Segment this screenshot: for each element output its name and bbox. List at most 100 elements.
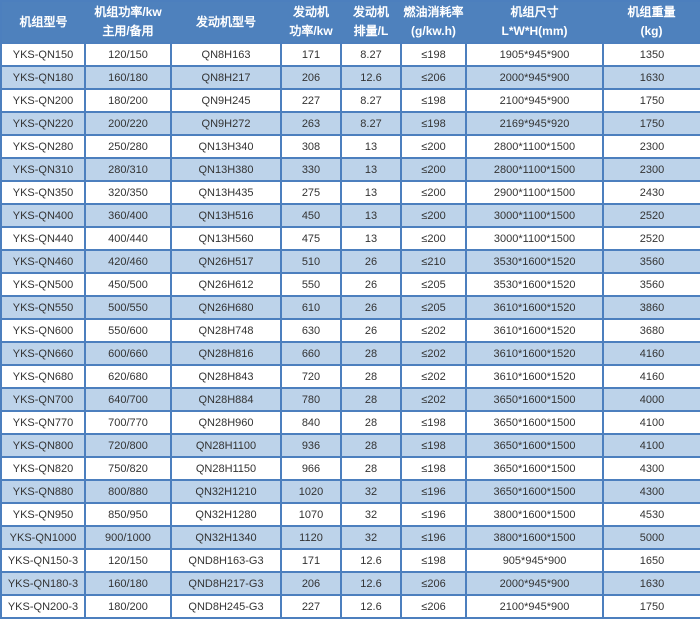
table-row: YKS-QN400 360/400 QN13H516 450 13 ≤200 3000*11… xyxy=(0,203,700,228)
table-cell-unit-dimensions: 1905*945*900 xyxy=(465,42,604,67)
table-cell-engine-power: 1120 xyxy=(280,525,342,550)
table-cell-engine-power: 308 xyxy=(280,134,342,159)
table-cell-unit-model: YKS-QN770 xyxy=(0,410,86,435)
table-row: YKS-QN200 180/200 QN9H245 227 8.27 ≤198 2100*9… xyxy=(0,88,700,113)
table-cell-engine-power: 206 xyxy=(280,65,342,90)
table-cell-engine-power: 720 xyxy=(280,364,342,389)
table-cell-unit-weight: 1650 xyxy=(602,548,700,573)
table-cell-fuel-consumption: ≤206 xyxy=(400,65,467,90)
table-row: YKS-QN350 320/350 QN13H435 275 13 ≤200 2900*11… xyxy=(0,180,700,205)
table-cell-fuel-consumption: ≤198 xyxy=(400,548,467,573)
table-cell-unit-weight: 3560 xyxy=(602,249,700,274)
table-row: YKS-QN150 120/150 QN8H163 171 8.27 ≤198 1905*9… xyxy=(0,42,700,67)
table-cell-displacement: 32 xyxy=(340,525,402,550)
table-cell-engine-power: 227 xyxy=(280,88,342,113)
table-row: YKS-QN770 700/770 QN28H960 840 28 ≤198 3650*16… xyxy=(0,410,700,435)
table-row: YKS-QN440 400/440 QN13H560 475 13 ≤200 3000*11… xyxy=(0,226,700,251)
table-cell-engine-power: 660 xyxy=(280,341,342,366)
table-cell-displacement: 8.27 xyxy=(340,42,402,67)
table-cell-engine-power: 550 xyxy=(280,272,342,297)
table-cell-unit-dimensions: 2800*1100*1500 xyxy=(465,134,604,159)
table-cell-engine-model: QND8H217-G3 xyxy=(170,571,282,596)
column-header-unit-model: 机组型号 xyxy=(1,1,85,43)
table-cell-unit-weight: 2300 xyxy=(602,134,700,159)
table-cell-unit-dimensions: 2169*945*920 xyxy=(465,111,604,136)
column-header-unit-power: 机组功率/kw 主用/备用 xyxy=(85,1,171,43)
table-cell-fuel-consumption: ≤200 xyxy=(400,226,467,251)
table-cell-unit-weight: 4100 xyxy=(602,433,700,458)
table-cell-unit-power: 250/280 xyxy=(84,134,172,159)
table-row: YKS-QN550 500/550 QN26H680 610 26 ≤205 3610*16… xyxy=(0,295,700,320)
table-cell-engine-power: 171 xyxy=(280,548,342,573)
table-row: YKS-QN180-3 160/180 QND8H217-G3 206 12.6 ≤206… xyxy=(0,571,700,596)
table-row: YKS-QN700 640/700 QN28H884 780 28 ≤202 3650*16… xyxy=(0,387,700,412)
table-cell-unit-model: YKS-QN500 xyxy=(0,272,86,297)
table-cell-fuel-consumption: ≤198 xyxy=(400,456,467,481)
table-cell-engine-power: 780 xyxy=(280,387,342,412)
table-cell-engine-model: QN32H1280 xyxy=(170,502,282,527)
table-cell-unit-weight: 4300 xyxy=(602,479,700,504)
table-cell-unit-model: YKS-QN200 xyxy=(0,88,86,113)
table-cell-fuel-consumption: ≤206 xyxy=(400,594,467,619)
table-row: YKS-QN460 420/460 QN26H517 510 26 ≤210 3530*16… xyxy=(0,249,700,274)
table-row: YKS-QN220 200/220 QN9H272 263 8.27 ≤198 2169*9… xyxy=(0,111,700,136)
table-row: YKS-QN950 850/950 QN32H1280 1070 32 ≤196 3800*… xyxy=(0,502,700,527)
table-cell-unit-weight: 1350 xyxy=(602,42,700,67)
table-cell-engine-model: QN26H680 xyxy=(170,295,282,320)
table-cell-unit-power: 200/220 xyxy=(84,111,172,136)
table-cell-displacement: 13 xyxy=(340,157,402,182)
table-cell-engine-model: QN28H884 xyxy=(170,387,282,412)
table-cell-engine-power: 1070 xyxy=(280,502,342,527)
table-cell-fuel-consumption: ≤202 xyxy=(400,387,467,412)
table-cell-unit-model: YKS-QN460 xyxy=(0,249,86,274)
table-cell-unit-dimensions: 3800*1600*1500 xyxy=(465,525,604,550)
table-cell-displacement: 12.6 xyxy=(340,65,402,90)
table-cell-unit-dimensions: 3610*1600*1520 xyxy=(465,364,604,389)
table-cell-unit-power: 400/440 xyxy=(84,226,172,251)
table-cell-displacement: 28 xyxy=(340,433,402,458)
table-body: YKS-QN150 120/150 QN8H163 171 8.27 ≤198 1905*9… xyxy=(0,42,700,619)
table-cell-engine-model: QN28H843 xyxy=(170,364,282,389)
table-cell-unit-power: 750/820 xyxy=(84,456,172,481)
table-cell-fuel-consumption: ≤198 xyxy=(400,88,467,113)
table-cell-unit-model: YKS-QN150 xyxy=(0,42,86,67)
table-cell-displacement: 26 xyxy=(340,272,402,297)
table-cell-unit-power: 620/680 xyxy=(84,364,172,389)
table-cell-unit-weight: 2520 xyxy=(602,226,700,251)
table-cell-engine-model: QND8H245-G3 xyxy=(170,594,282,619)
table-cell-unit-power: 800/880 xyxy=(84,479,172,504)
table-cell-displacement: 13 xyxy=(340,180,402,205)
table-cell-engine-model: QN28H1150 xyxy=(170,456,282,481)
table-cell-unit-power: 160/180 xyxy=(84,65,172,90)
table-cell-fuel-consumption: ≤198 xyxy=(400,111,467,136)
table-cell-fuel-consumption: ≤196 xyxy=(400,502,467,527)
table-cell-unit-model: YKS-QN600 xyxy=(0,318,86,343)
table-cell-unit-weight: 3560 xyxy=(602,272,700,297)
table-cell-engine-model: QN26H612 xyxy=(170,272,282,297)
table-cell-engine-power: 610 xyxy=(280,295,342,320)
table-cell-unit-power: 280/310 xyxy=(84,157,172,182)
table-cell-unit-weight: 4160 xyxy=(602,364,700,389)
table-cell-engine-model: QND8H163-G3 xyxy=(170,548,282,573)
table-cell-fuel-consumption: ≤200 xyxy=(400,157,467,182)
table-cell-unit-weight: 1750 xyxy=(602,111,700,136)
table-cell-unit-model: YKS-QN680 xyxy=(0,364,86,389)
table-cell-unit-model: YKS-QN550 xyxy=(0,295,86,320)
table-cell-unit-power: 700/770 xyxy=(84,410,172,435)
table-cell-unit-power: 360/400 xyxy=(84,203,172,228)
table-cell-fuel-consumption: ≤200 xyxy=(400,203,467,228)
table-cell-displacement: 13 xyxy=(340,134,402,159)
table-cell-unit-dimensions: 3800*1600*1500 xyxy=(465,502,604,527)
table-row: YKS-QN310 280/310 QN13H380 330 13 ≤200 2800*11… xyxy=(0,157,700,182)
table-cell-engine-model: QN13H516 xyxy=(170,203,282,228)
table-cell-engine-model: QN28H748 xyxy=(170,318,282,343)
table-cell-fuel-consumption: ≤205 xyxy=(400,295,467,320)
table-cell-unit-dimensions: 2100*945*900 xyxy=(465,594,604,619)
table-row: YKS-QN820 750/820 QN28H1150 966 28 ≤198 3650*1… xyxy=(0,456,700,481)
table-cell-engine-power: 450 xyxy=(280,203,342,228)
table-cell-engine-model: QN26H517 xyxy=(170,249,282,274)
table-cell-unit-dimensions: 3650*1600*1500 xyxy=(465,410,604,435)
table-cell-unit-dimensions: 3650*1600*1500 xyxy=(465,479,604,504)
header-row: 机组型号 机组功率/kw 主用/备用 发动机型号 发动机 功率/kw 发动机 排量/L 燃油消耗… xyxy=(1,1,700,43)
